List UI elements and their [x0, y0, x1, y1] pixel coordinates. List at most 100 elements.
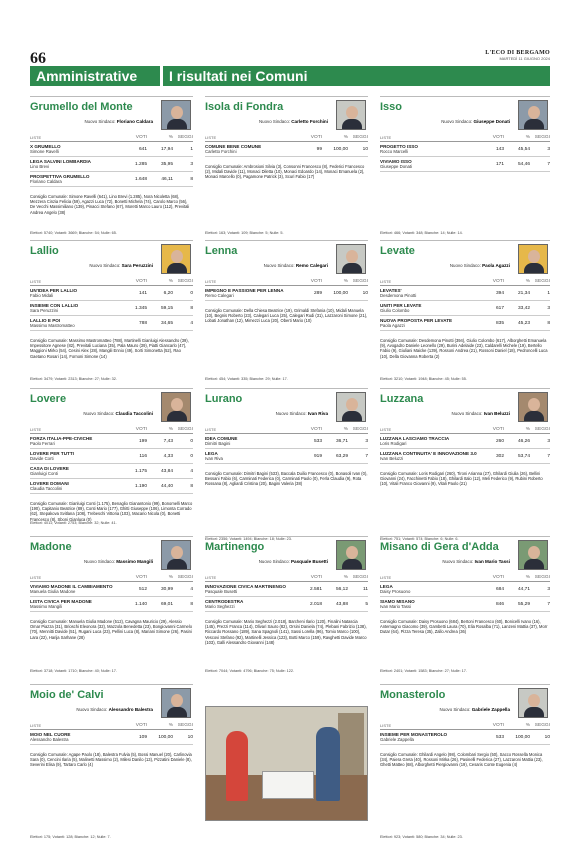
- pct-cell: 44,40: [160, 483, 173, 489]
- table-row: LUZZANA LASCIAMO TRACCIA Loris Rodigari 2…: [380, 434, 550, 449]
- seats-cell: 4: [190, 320, 193, 326]
- list-name: LISTA CIVICA PER MADONE: [30, 598, 92, 604]
- col-pct: %: [525, 723, 530, 728]
- pct-cell: 7,43: [163, 438, 173, 444]
- votes-cell: 143: [495, 146, 504, 152]
- mayor-photo: [518, 392, 548, 422]
- col-lists: LISTE: [30, 135, 42, 140]
- mayor-photo: [161, 392, 191, 422]
- table-row: VIVIAMO ISSO Giuseppe Donati 171 54,46 7: [380, 157, 550, 172]
- new-mayor-label: Nuovo Sindaco:: [259, 119, 290, 124]
- votes-cell: 99: [316, 146, 322, 152]
- mayor-photo: [161, 244, 191, 274]
- mayor-photo: [336, 392, 366, 422]
- pct-cell: 69,01: [160, 601, 173, 607]
- votes-cell: 116: [139, 453, 147, 459]
- list-candidate: Lino Brevi: [30, 164, 50, 170]
- council-members: Consiglio Comunale: Mario Seghezzi (2.01…: [205, 619, 367, 645]
- pct-cell: 46,26: [517, 438, 530, 444]
- table-row: VIVIAMO MADONE IL CAMBIAMENTO Manuela Giu…: [30, 582, 193, 597]
- pct-cell: 56,12: [335, 586, 348, 592]
- list-name: IMPEGNO E PASSIONE PER LENNA: [205, 287, 284, 293]
- table-header: LISTE VOTI% SEGGI: [30, 279, 193, 286]
- list-name: PROSPETTIVA GRUMELLO: [30, 173, 90, 179]
- results-table: LISTE VOTI% SEGGI COMUNE BENE COMUNE Carlet…: [205, 135, 368, 157]
- council-members: Consiglio Comunale: Loris Rodigari (260)…: [380, 471, 543, 487]
- new-mayor: Nuovo Sindaco: Massimo Mangili: [84, 559, 153, 564]
- col-seats: SEGGI: [534, 427, 550, 432]
- new-mayor: Nuovo Sindaco: Alessandro Balestra: [76, 707, 153, 712]
- votes-cell: 1.648: [134, 176, 147, 182]
- pct-cell: 44,71: [517, 586, 530, 592]
- section-banner: Amministrative I risultati nei Comuni: [30, 66, 550, 86]
- col-pct: %: [168, 279, 173, 284]
- col-seats: SEGGI: [177, 135, 193, 140]
- list-name: LEGA: [380, 583, 393, 589]
- votes-cell: 1.140: [134, 601, 147, 607]
- votes-cell: 394: [495, 290, 504, 296]
- list-name: UNITI PER LEVATE: [380, 302, 422, 308]
- table-row: SIAMO MISANO Ivan Mario Tassi 846 55,29 7: [380, 597, 550, 612]
- col-pct: %: [343, 427, 348, 432]
- results-table: LISTE VOTI% SEGGI VIVIAMO MADONE IL CAMBIA…: [30, 575, 193, 612]
- col-pct: %: [343, 575, 348, 580]
- table-header: LISTE VOTI% SEGGI: [380, 279, 550, 286]
- municipality-card: Luzzana Nuovo Sindaco: Ivan Beluzzi LISTE V…: [380, 388, 550, 541]
- mayor-name: Floriano Caldara: [116, 119, 153, 124]
- votes-cell: 512: [138, 586, 147, 592]
- list-candidate: Ivan Beluzzi: [380, 456, 404, 462]
- pct-cell: 35,95: [160, 161, 173, 167]
- table-row: FORZA ITALIA-PPE-CIVICHE Paolo Ferrari 19…: [30, 434, 193, 449]
- pct-cell: 36,71: [335, 438, 348, 444]
- list-name: PROGETTO ISSO: [380, 143, 418, 149]
- seats-cell: 1: [547, 290, 550, 296]
- new-mayor-label: Nuovo Sindaco:: [275, 411, 307, 416]
- list-name: X GRUMELLO: [30, 143, 61, 149]
- col-votes: VOTI: [310, 135, 322, 140]
- council-members: Consiglio Comunale: Ambrosioni Silvia (3…: [205, 164, 365, 180]
- turnout-footer: Elettori: 466; Votanti: 348; Bianche: 14…: [380, 231, 463, 235]
- mayor-name: Remo Calegari: [295, 263, 328, 268]
- col-pct: %: [168, 427, 173, 432]
- results-table: LISTE VOTI% SEGGI PROGETTO ISSO Rocco Marce…: [380, 135, 550, 172]
- page-number: 66: [30, 50, 46, 67]
- col-lists: LISTE: [30, 279, 42, 284]
- mayor-photo: [161, 100, 191, 130]
- col-seats: SEGGI: [534, 723, 550, 728]
- votes-cell: 835: [495, 320, 504, 326]
- turnout-footer: Elettori: 4011; Votanti: 2753; Bianche: …: [30, 521, 117, 525]
- seats-cell: 3: [547, 438, 550, 444]
- municipality-card: Misano di Gera d'Adda Nuovo Sindaco: Ivan…: [380, 536, 550, 681]
- mayor-name: Gabriele Zappella: [471, 707, 510, 712]
- votes-cell: 533: [495, 734, 504, 740]
- mayor-photo: [336, 244, 366, 274]
- new-mayor-label: Nuovo Sindaco:: [84, 559, 115, 564]
- municipality-name: Isso: [380, 101, 403, 113]
- list-candidate: Fabio Midali: [30, 293, 54, 299]
- municipality-card: Lallio Nuovo Sindaco: Sara Peruzzini LISTE…: [30, 240, 193, 385]
- results-table: LISTE VOTI% SEGGI LEVATES' Desdemona Pinott…: [380, 279, 550, 331]
- pct-cell: 45,23: [517, 320, 530, 326]
- col-lists: LISTE: [380, 427, 392, 432]
- col-pct: %: [343, 279, 348, 284]
- col-pct: %: [525, 279, 530, 284]
- col-pct: %: [525, 427, 530, 432]
- seats-cell: 3: [547, 146, 550, 152]
- municipality-name: Lenna: [205, 245, 238, 257]
- col-votes: VOTI: [492, 575, 504, 580]
- seats-cell: 1: [190, 146, 193, 152]
- municipality-card: Lenna Nuovo Sindaco: Remo Calegari LISTE VO…: [205, 240, 368, 385]
- turnout-footer: Elettori: 163; Votanti: 109; Bianche: 5;…: [205, 231, 284, 235]
- municipality-card: Lurano Nuovo Sindaco: Ivan Riva LISTE VOTI%…: [205, 388, 368, 541]
- col-votes: VOTI: [492, 135, 504, 140]
- list-candidate: Claudia Taccolini: [30, 486, 63, 492]
- list-candidate: Alessandro Balestra: [30, 737, 69, 743]
- pct-cell: 33,42: [517, 305, 530, 311]
- table-header: LISTE VOTI% SEGGI: [380, 427, 550, 434]
- list-candidate: Ivan Mario Tassi: [380, 604, 411, 610]
- table-row: PROGETTO ISSO Rocco Marcelli 143 45,54 3: [380, 142, 550, 157]
- list-name: UN'IDEA PER LALLIO: [30, 287, 78, 293]
- municipality-card: Madone Nuovo Sindaco: Massimo Mangili LIST…: [30, 536, 193, 681]
- list-name: SIAMO MISANO: [380, 598, 415, 604]
- col-seats: SEGGI: [177, 279, 193, 284]
